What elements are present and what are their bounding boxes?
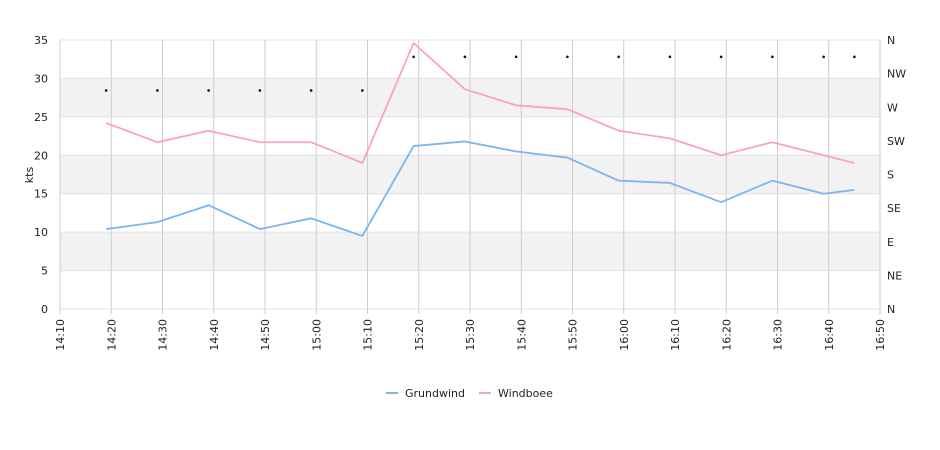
direction-tick-label: NE — [887, 269, 902, 282]
direction-marker — [566, 55, 569, 59]
y-tick-label: 5 — [41, 265, 48, 278]
x-tick-label: 15:40 — [515, 319, 528, 351]
x-tick-label: 16:50 — [874, 319, 887, 351]
legend-item-label: Windboee — [498, 387, 553, 400]
series-line-windboee — [105, 42, 855, 164]
direction-marker — [104, 89, 108, 92]
x-tick-label: 16:00 — [618, 319, 631, 351]
x-axis-ticks: 14:10 14:20 14:30 14:40 14:50 15:00 15:10 15:20… — [54, 319, 887, 351]
y-tick-label: 20 — [34, 149, 48, 162]
direction-marker — [207, 89, 210, 92]
direction-tick-label: E — [887, 236, 894, 249]
direction-marker — [617, 55, 620, 59]
direction-tick-label: SE — [887, 202, 901, 215]
direction-markers — [104, 55, 856, 92]
x-tick-label: 14:30 — [157, 319, 170, 351]
y-tick-label: 0 — [41, 303, 48, 316]
x-tick-label: 15:20 — [413, 319, 426, 351]
vertical-gridlines — [59, 40, 881, 314]
x-tick-label: 16:10 — [669, 319, 682, 351]
legend: Grundwind Windboee — [386, 387, 553, 400]
direction-tick-label: S — [887, 169, 894, 182]
direction-marker — [719, 55, 723, 59]
horizontal-gridlines — [60, 39, 880, 310]
y-tick-label: 35 — [34, 34, 48, 47]
x-tick-label: 14:20 — [105, 319, 118, 351]
y-axis-title: kts — [23, 167, 36, 184]
x-tick-label: 15:50 — [567, 319, 580, 351]
direction-tick-label: N — [887, 34, 895, 47]
direction-tick-label: W — [887, 101, 898, 114]
x-tick-label: 14:10 — [54, 319, 67, 351]
series-line-grundwind — [106, 140, 855, 237]
x-tick-label: 15:00 — [310, 319, 323, 351]
direction-tick-label: NW — [887, 68, 906, 81]
y-tick-label: 15 — [34, 188, 48, 201]
direction-marker — [771, 55, 774, 59]
direction-marker — [258, 89, 262, 92]
y-tick-label: 10 — [34, 226, 48, 239]
x-tick-label: 15:30 — [464, 319, 477, 351]
direction-marker — [361, 89, 364, 92]
direction-marker — [309, 89, 313, 92]
legend-item-label: Grundwind — [405, 387, 465, 400]
direction-marker — [412, 55, 415, 59]
direction-tick-label: N — [887, 303, 895, 316]
direction-marker — [853, 55, 856, 59]
direction-marker — [668, 55, 672, 59]
direction-marker — [514, 55, 518, 59]
series-lines — [105, 42, 855, 237]
direction-marker — [156, 89, 159, 92]
x-tick-label: 16:40 — [823, 319, 836, 351]
x-tick-label: 14:40 — [208, 319, 221, 351]
x-tick-label: 16:30 — [772, 319, 785, 351]
y-tick-label: 25 — [34, 111, 48, 124]
direction-marker — [822, 55, 825, 59]
y-tick-label: 30 — [34, 72, 48, 85]
x-tick-label: 16:20 — [720, 319, 733, 351]
x-tick-label: 15:10 — [362, 319, 375, 351]
direction-tick-label: SW — [887, 135, 905, 148]
x-tick-label: 14:50 — [259, 319, 272, 351]
right-direction-axis-ticks: N NE E SE S SW W NW N — [887, 34, 906, 316]
left-y-axis-ticks: 0 5 10 15 20 25 30 35 — [34, 34, 48, 316]
direction-marker — [463, 55, 467, 59]
